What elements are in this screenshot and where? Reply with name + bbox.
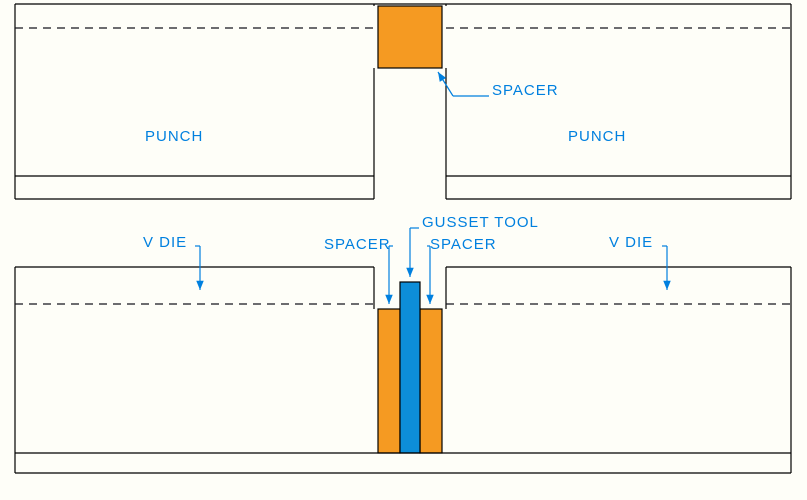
spacer-bottom-left-label: SPACER (324, 236, 391, 253)
vdie-left-label: V DIE (143, 234, 187, 251)
diagram-svg (0, 0, 807, 500)
punch-right-label: PUNCH (568, 128, 626, 145)
spacer-top-label: SPACER (492, 82, 559, 99)
punch-left-label: PUNCH (145, 128, 203, 145)
gusset-tool-label: GUSSET TOOL (422, 214, 539, 231)
spacer-bottom-right-label: SPACER (430, 236, 497, 253)
vdie-right-label: V DIE (609, 234, 653, 251)
diagram-canvas: PUNCH PUNCH SPACER GUSSET TOOL SPACER SP… (0, 0, 807, 500)
